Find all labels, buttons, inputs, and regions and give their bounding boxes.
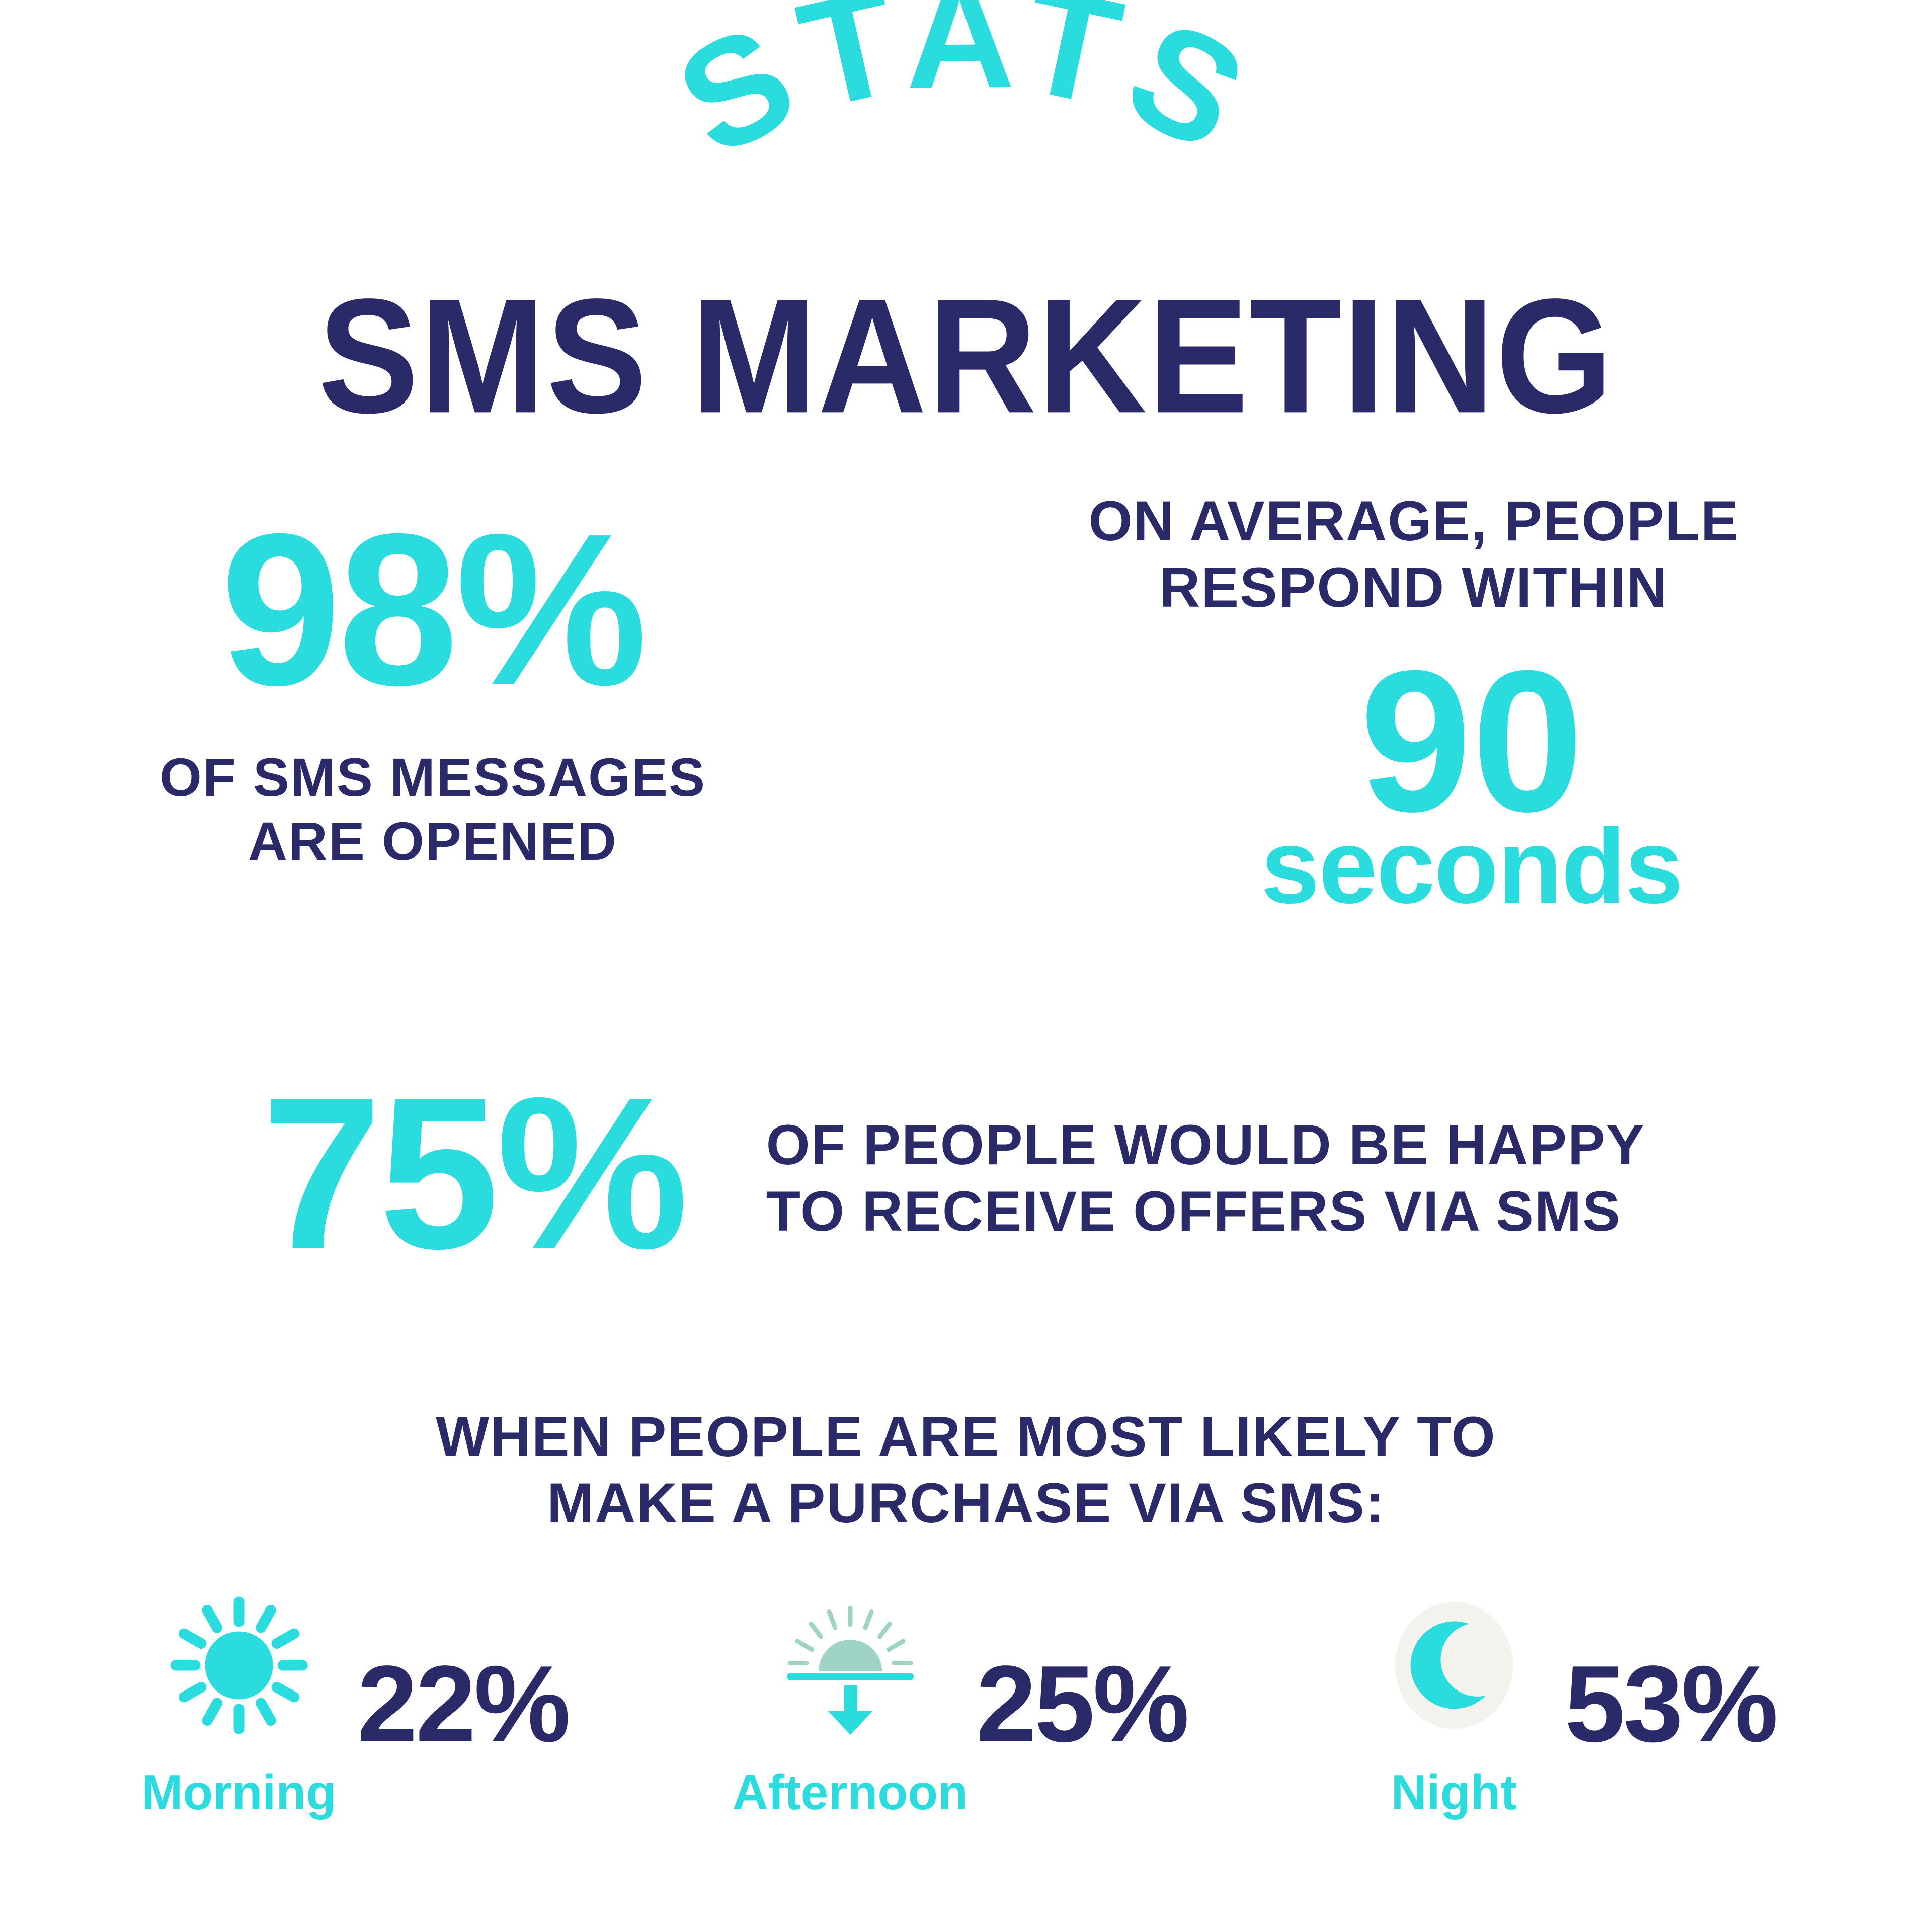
stat-open-rate-caption: OF SMS MESSAGES ARE OPENED bbox=[91, 745, 775, 873]
timing-item-morning: Morning 22% bbox=[142, 1590, 571, 1821]
purchase-timing-heading-line2: MAKE A PURCHASE VIA SMS: bbox=[547, 1472, 1385, 1535]
timing-item-afternoon-label: Afternoon bbox=[732, 1764, 968, 1820]
stat-offers-caption: OF PEOPLE WOULD BE HAPPY TO RECEIVE OFFE… bbox=[766, 1112, 1645, 1245]
moon-icon bbox=[1379, 1590, 1530, 1741]
stat-open-rate-value: 98% bbox=[220, 489, 648, 731]
timing-item-morning-icon-stack: Morning bbox=[142, 1590, 336, 1821]
stat-open-rate-caption-line1: OF SMS MESSAGES bbox=[159, 746, 706, 808]
timing-item-afternoon-value: 25% bbox=[976, 1643, 1189, 1764]
stat-open-rate: 98% OF SMS MESSAGES ARE OPENED bbox=[91, 489, 775, 873]
stat-offers-caption-line2: TO RECEIVE OFFERS VIA SMS bbox=[766, 1179, 1621, 1243]
timing-item-night: Night 53% bbox=[1379, 1590, 1778, 1821]
purchase-timing-row: Morning 22% bbox=[0, 1590, 1932, 1821]
stat-response-time: ON AVERAGE, PEOPLE RESPOND WITHIN 90 sec… bbox=[1006, 488, 1821, 919]
timing-item-morning-value: 22% bbox=[357, 1643, 571, 1764]
stat-response-time-caption-line2: RESPOND WITHIN bbox=[1159, 556, 1668, 619]
stat-response-time-value: 90 bbox=[1359, 628, 1584, 854]
timing-item-morning-label: Morning bbox=[141, 1764, 337, 1820]
sun-icon bbox=[164, 1590, 314, 1741]
stat-response-time-caption: ON AVERAGE, PEOPLE RESPOND WITHIN bbox=[1006, 488, 1821, 621]
page-title: SMS MARKETING bbox=[318, 264, 1614, 447]
stat-open-rate-caption-line2: ARE OPENED bbox=[248, 811, 618, 872]
eyebrow-stats-text: STATS bbox=[652, 0, 1280, 188]
eyebrow-stats: STATS bbox=[0, 0, 1932, 272]
timing-item-afternoon-icon-stack: Afternoon bbox=[733, 1590, 968, 1821]
stat-offers-caption-line1: OF PEOPLE WOULD BE HAPPY bbox=[766, 1113, 1645, 1176]
stat-response-time-caption-line1: ON AVERAGE, PEOPLE bbox=[1088, 490, 1739, 552]
stat-offers-value: 75% bbox=[262, 1053, 689, 1294]
stat-response-time-unit: seconds bbox=[1261, 807, 1683, 926]
stat-offers: 75% OF PEOPLE WOULD BE HAPPY TO RECEIVE … bbox=[0, 1053, 1932, 1294]
timing-item-night-icon-stack: Night bbox=[1379, 1590, 1530, 1821]
purchase-timing-heading: WHEN PEOPLE ARE MOST LIKELY TO MAKE A PU… bbox=[0, 1404, 1932, 1537]
timing-item-night-label: Night bbox=[1391, 1764, 1517, 1820]
purchase-timing-heading-line1: WHEN PEOPLE ARE MOST LIKELY TO bbox=[436, 1405, 1496, 1468]
timing-item-afternoon: Afternoon 25% bbox=[733, 1590, 1189, 1821]
timing-item-night-value: 53% bbox=[1564, 1643, 1778, 1764]
sunset-icon bbox=[775, 1590, 926, 1741]
